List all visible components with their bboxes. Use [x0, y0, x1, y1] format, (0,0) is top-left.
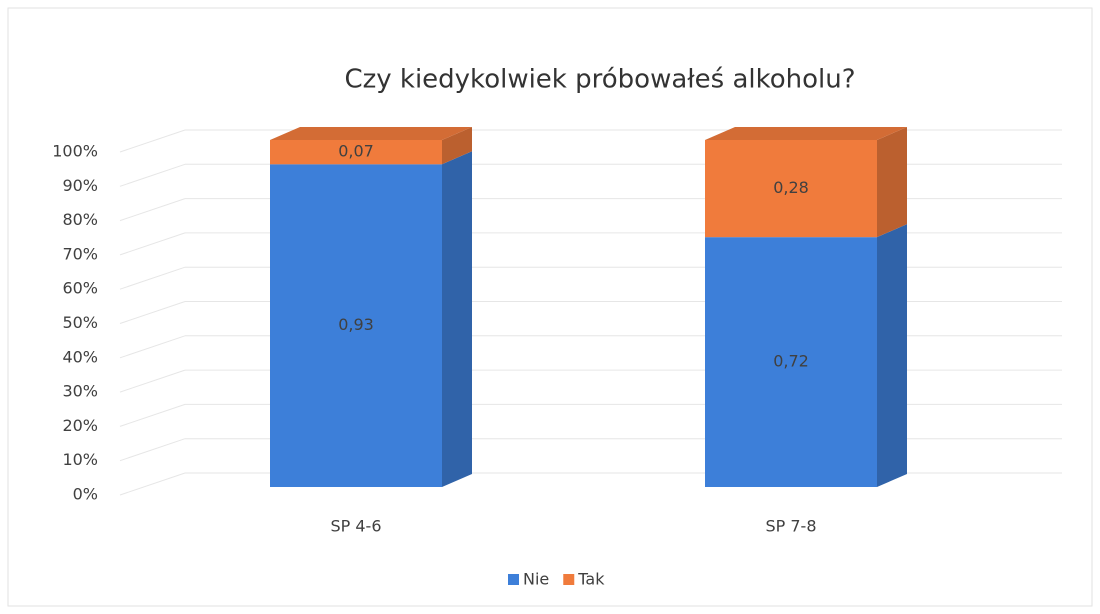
y-tick-label: 30%	[62, 382, 98, 401]
y-tick-label: 10%	[62, 450, 98, 469]
data-label: 0,93	[338, 315, 374, 334]
chart-frame	[7, 7, 1093, 607]
grid-line-depth	[119, 198, 186, 222]
bar-front	[270, 140, 442, 165]
y-tick-label: 90%	[62, 176, 98, 195]
data-label: 0,28	[773, 178, 809, 197]
grid-line-depth	[119, 335, 186, 359]
bar-segment	[705, 224, 907, 487]
bar-segment	[270, 127, 472, 165]
data-label: 0,07	[338, 142, 374, 161]
legend-label: Nie	[523, 570, 549, 589]
y-tick-label: 100%	[52, 142, 98, 161]
grid-line-depth	[119, 163, 186, 187]
bar-segment	[270, 151, 472, 488]
y-tick-label: 20%	[62, 416, 98, 435]
chart-title: Czy kiedykolwiek próbowałeś alkoholu?	[344, 65, 855, 95]
bar-front	[705, 140, 877, 238]
y-tick-label: 70%	[62, 244, 98, 263]
legend-swatch	[508, 574, 519, 585]
bar-side	[442, 151, 472, 488]
legend-swatch	[563, 574, 575, 585]
grid-line-depth	[119, 129, 186, 153]
data-label: 0,72	[773, 352, 809, 371]
bar-front	[270, 164, 442, 488]
y-tick-label: 50%	[62, 313, 98, 332]
bar-top	[705, 127, 907, 140]
grid-line-depth	[119, 438, 186, 462]
y-tick-label: 80%	[62, 210, 98, 229]
grid-line-depth	[119, 266, 186, 290]
bar-front	[705, 237, 877, 487]
legend-label: Tak	[577, 570, 605, 589]
grid-line-depth	[119, 232, 186, 256]
y-tick-label: 0%	[73, 485, 98, 504]
grid-line-depth	[119, 403, 186, 427]
x-tick-label: SP 4-6	[330, 517, 381, 536]
bar-top	[270, 127, 472, 140]
y-tick-label: 40%	[62, 347, 98, 366]
bar-side	[877, 224, 907, 487]
grid-line-depth	[119, 301, 186, 324]
bar-side	[442, 127, 472, 165]
grid-line-depth	[119, 369, 186, 393]
x-tick-label: SP 7-8	[765, 517, 816, 536]
bar-side	[877, 127, 907, 238]
bar-segment	[705, 127, 907, 238]
y-tick-label: 60%	[62, 279, 98, 298]
grid-line-depth	[119, 472, 186, 496]
